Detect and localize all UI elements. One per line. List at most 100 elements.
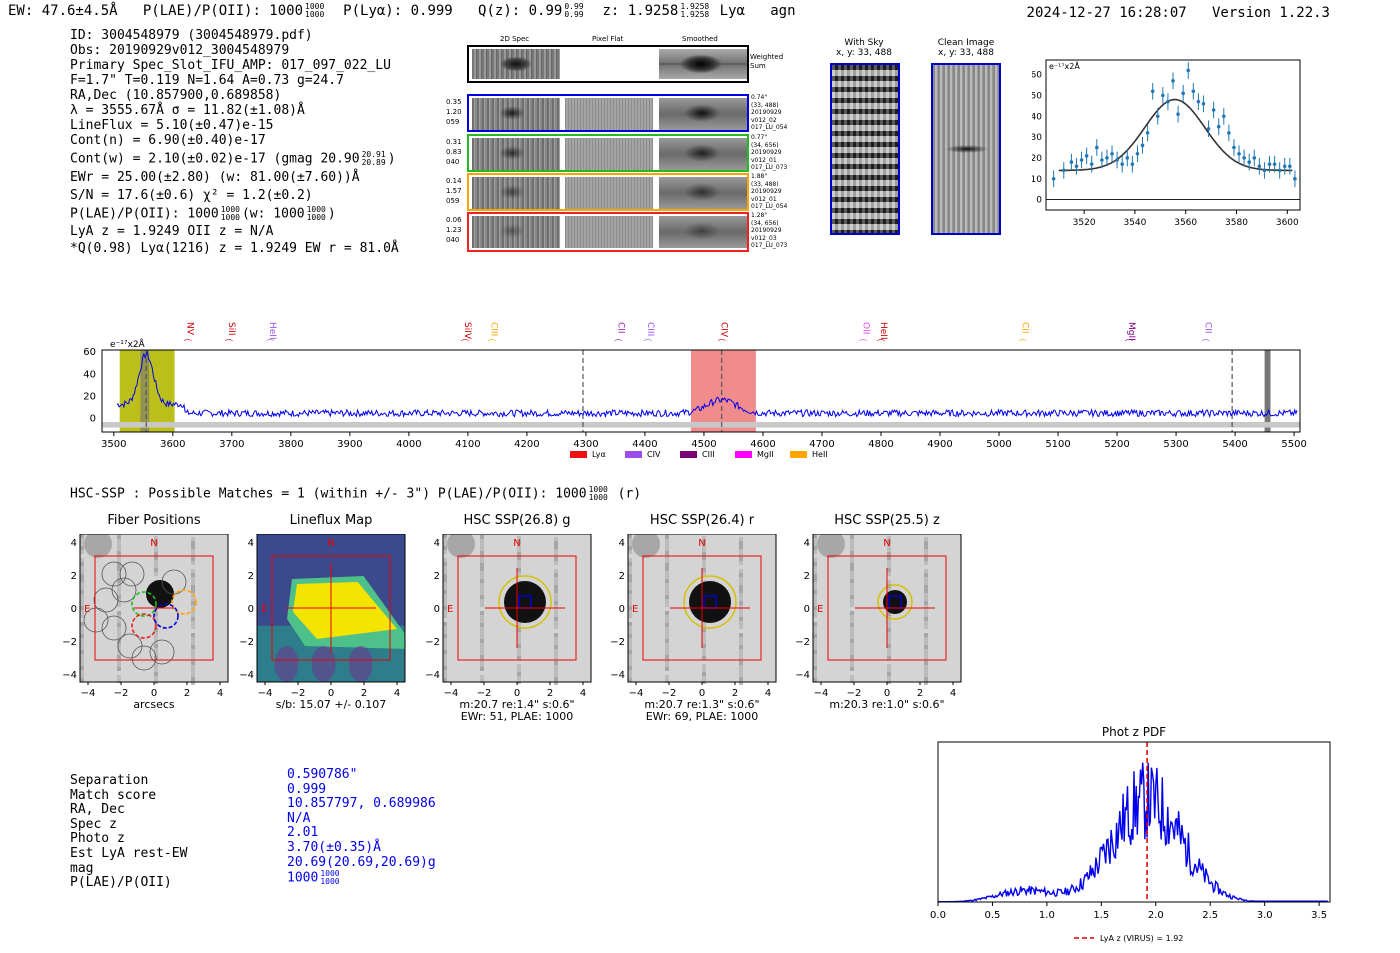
fiber-meta-line: v012_03	[751, 234, 777, 242]
cutout-noise-pixel	[924, 545, 928, 549]
cutout-noise-pixel	[628, 630, 632, 634]
cutout-noise-pixel	[191, 633, 195, 637]
cutout-noise-pixel	[739, 637, 743, 641]
spectrum-x-tick: 3500	[101, 439, 126, 450]
cutout-noise-pixel	[117, 535, 121, 539]
zoom-x-tick: 3560	[1174, 218, 1197, 228]
info-contn: Cont(n) = 6.90(±0.40)e-17	[70, 133, 266, 148]
cutout-noise-pixel	[443, 558, 447, 562]
cutout-noise-pixel	[924, 665, 928, 669]
cutout-noise-pixel	[739, 585, 743, 589]
cutout-noise-pixel	[517, 652, 521, 656]
cutout-noise-pixel	[191, 653, 195, 657]
match-value: N/A	[287, 811, 436, 827]
cutout-noise-pixel	[665, 591, 669, 595]
cutout-noise-pixel	[80, 582, 84, 586]
cutout-noise-pixel	[517, 656, 521, 660]
fiber-2d-emission	[499, 106, 525, 120]
fiber-pixel-flat	[565, 216, 653, 248]
cutout-noise-pixel	[443, 582, 447, 586]
match-value: 20.69(20.69,20.69)g	[287, 855, 436, 871]
pdf-x-tick: 1.5	[1093, 910, 1109, 921]
emission-line-bracket: ⌒	[644, 339, 652, 348]
cutout-noise-pixel	[665, 575, 669, 579]
cutout-noise-pixel	[443, 606, 447, 610]
cutout-noise-pixel	[117, 539, 121, 543]
with-sky-label: With Sky	[844, 38, 884, 48]
zoom-data-point	[1150, 89, 1155, 94]
cutout-noise-pixel	[480, 567, 484, 571]
match-value: 2.01	[287, 826, 436, 841]
fiber-smoothed	[659, 216, 747, 248]
zoom-data-point	[1176, 112, 1180, 116]
zoom-data-point	[1267, 162, 1272, 166]
cutout-noise-pixel	[813, 590, 817, 594]
cutout-noise-pixel	[702, 572, 706, 576]
cutout-noise-pixel	[117, 663, 121, 667]
cutout-noise-pixel	[80, 658, 84, 662]
cutout-noise-pixel	[480, 639, 484, 643]
fiber-row-frame	[467, 94, 749, 132]
cutout-caption-line: m:20.7 re:1.4" s:0.6"	[459, 698, 575, 711]
cutout-title: HSC SSP(26.4) r	[649, 513, 755, 528]
cutout-noise-pixel	[154, 544, 158, 548]
cutout-noise-pixel	[480, 559, 484, 563]
cutout-y-tick: −2	[795, 637, 810, 648]
cutout-noise-pixel	[887, 628, 891, 632]
cutout-noise-pixel	[702, 636, 706, 640]
cutout-noise-pixel	[850, 559, 854, 563]
cutout-noise-pixel	[628, 594, 632, 598]
cutout-noise-pixel	[887, 564, 891, 568]
cutout-noise-pixel	[443, 654, 447, 658]
fiber-meta-line: 1.88"	[751, 173, 768, 180]
header-ew: EW: 47.6±4.5Å	[8, 3, 118, 19]
cutout-noise-pixel	[702, 640, 706, 644]
info-radec: RA,Dec (10.857900,0.689858)	[70, 88, 282, 103]
fiber-row-meta: 1.88" (33, 488) 20190929 v012_01 017_LU_054	[751, 173, 787, 211]
cutout-noise-pixel	[739, 661, 743, 665]
match-labels: Separation Match score RA, Dec Spec z Photo …	[70, 773, 187, 891]
cutout-noise-pixel	[887, 676, 891, 680]
cutout-noise-pixel	[887, 656, 891, 660]
clean-title: Clean Image x, y: 33, 488	[928, 38, 1004, 58]
spectrum-x-tick: 4000	[396, 439, 421, 450]
zoom-data-point	[1206, 126, 1211, 131]
cutout-noise-pixel	[702, 552, 706, 556]
cutout-noise-pixel	[117, 635, 121, 639]
cutout-caption-line: m:20.3 re:1.0" s:0.6"	[829, 698, 945, 711]
cutout-noise-pixel	[517, 556, 521, 560]
cutout-noise-pixel	[554, 661, 558, 665]
cutout-noise-pixel	[480, 611, 484, 615]
cutout-source	[689, 581, 731, 623]
cutout-noise-pixel	[480, 619, 484, 623]
cutout-noise-pixel	[739, 665, 743, 669]
cutout-noise-pixel	[117, 587, 121, 591]
cutout-noise-pixel	[117, 623, 121, 627]
cutout-noise-pixel	[191, 641, 195, 645]
zoom-data-point	[1247, 160, 1251, 164]
cutout-noise-pixel	[850, 611, 854, 615]
zoom-data-point	[1051, 176, 1056, 181]
cutout-noise-pixel	[739, 605, 743, 609]
zoom-data-point	[1130, 162, 1135, 166]
info-contw: Cont(w) = 2.10(±0.02)e-17 (gmag 20.90	[70, 151, 360, 167]
fiber-metric: 0.83	[446, 148, 462, 156]
spectrum-x-tick: 4900	[927, 439, 952, 450]
header-z-hi: 1.9258	[680, 2, 710, 11]
fiber-pixel-flat	[565, 98, 653, 130]
cutout-noise-pixel	[554, 569, 558, 573]
zoom-data-point	[1288, 164, 1292, 169]
cutout-noise-pixel	[739, 681, 743, 685]
cutout-noise-pixel	[850, 579, 854, 583]
cutout-noise-pixel	[480, 599, 484, 603]
spectrum-noise-band	[102, 422, 1300, 428]
cutout-noise-pixel	[850, 639, 854, 643]
cutout-noise-pixel	[443, 566, 447, 570]
detection-info: ID: 3004548979 (3004548979.pdf) Obs: 201…	[70, 28, 399, 256]
cutout-noise-pixel	[739, 569, 743, 573]
cutout-noise-pixel	[480, 587, 484, 591]
fiber-circle-red	[131, 613, 157, 639]
cutout-noise-pixel	[80, 670, 84, 674]
cutout-noise-pixel	[554, 589, 558, 593]
fiber-meta-line: (34, 656)	[751, 141, 779, 149]
